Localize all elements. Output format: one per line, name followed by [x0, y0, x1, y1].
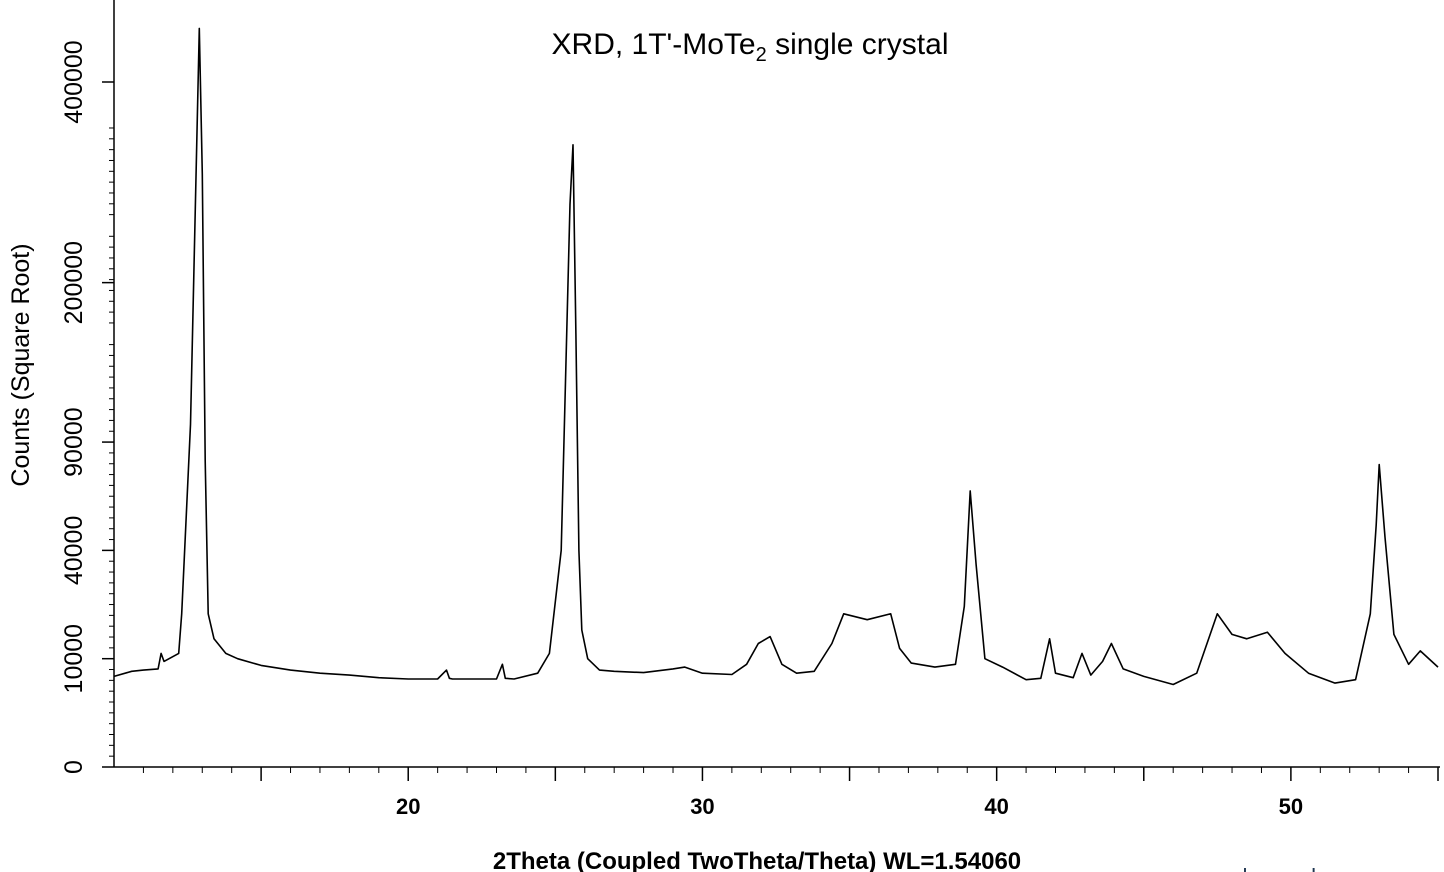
- y-tick-label: 10000: [60, 624, 88, 694]
- x-tick-label: 40: [984, 794, 1008, 819]
- x-tick-label: 50: [1279, 794, 1303, 819]
- y-tick-label: 400000: [60, 40, 88, 123]
- y-ticks: 0 10000 40000 90000 200000 400000: [60, 40, 114, 774]
- y-tick-label: 90000: [60, 407, 88, 477]
- x-tick-label: 20: [396, 794, 420, 819]
- x-ticks: 20 30 40 50: [142, 767, 1439, 819]
- y-tick-label: 200000: [60, 241, 88, 324]
- series-line-xrd: [113, 27, 1439, 686]
- chart-title: XRD, 1T'-MoTe2 single crystal: [552, 28, 949, 66]
- x-tick-label: 30: [690, 794, 714, 819]
- watermark-text: www.hqgraphene.com: [1189, 864, 1408, 872]
- y-tick-label: 0: [60, 760, 88, 774]
- y-tick-label: 40000: [60, 516, 88, 586]
- y-axis-label: Counts (Square Root): [7, 243, 35, 486]
- x-axis-label: 2Theta (Coupled TwoTheta/Theta) WL=1.540…: [493, 848, 1021, 872]
